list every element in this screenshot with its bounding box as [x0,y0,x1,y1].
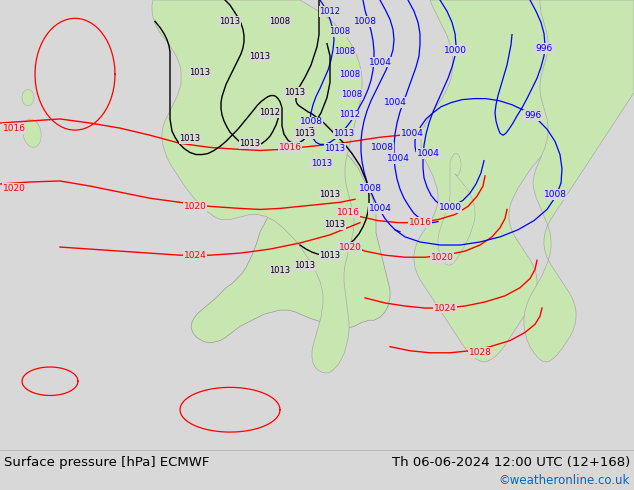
Text: 1013: 1013 [333,129,354,138]
Text: 1008: 1008 [339,70,361,79]
Text: 1008: 1008 [269,17,290,26]
Text: 1020: 1020 [184,202,207,211]
Text: 1008: 1008 [330,27,351,36]
Text: Surface pressure [hPa] ECMWF: Surface pressure [hPa] ECMWF [4,456,209,469]
Text: 1013: 1013 [311,159,333,168]
Text: 1013: 1013 [219,17,240,26]
Text: 1013: 1013 [325,144,346,153]
Text: 1013: 1013 [320,190,340,198]
Text: 1013: 1013 [240,139,261,148]
Text: 1013: 1013 [294,261,316,270]
Text: 1013: 1013 [285,88,306,97]
Text: 1024: 1024 [434,303,456,313]
Text: 996: 996 [535,44,553,53]
Text: 1016: 1016 [337,208,359,217]
Text: 1012: 1012 [339,110,361,120]
Text: 1004: 1004 [387,154,410,163]
Text: 1008: 1008 [342,90,363,99]
Text: 1004: 1004 [368,57,391,67]
Ellipse shape [22,90,34,106]
Polygon shape [524,0,634,362]
Polygon shape [155,0,390,343]
Text: 1013: 1013 [320,251,340,260]
Text: 1004: 1004 [384,98,406,107]
Text: 1016: 1016 [3,123,25,133]
Text: 1013: 1013 [325,220,346,229]
Text: 996: 996 [524,111,541,121]
Text: 1008: 1008 [299,118,323,126]
Text: Th 06-06-2024 12:00 UTC (12+168): Th 06-06-2024 12:00 UTC (12+168) [392,456,630,469]
Polygon shape [438,153,475,266]
Text: 1013: 1013 [179,134,200,143]
Text: 1016: 1016 [278,143,302,152]
Text: 1008: 1008 [354,17,377,26]
Text: 1000: 1000 [444,47,467,55]
Text: ©weatheronline.co.uk: ©weatheronline.co.uk [498,473,630,487]
Text: 1024: 1024 [184,251,207,260]
Text: 1013: 1013 [269,266,290,275]
Text: 1012: 1012 [320,7,340,16]
Text: 1004: 1004 [417,149,439,158]
Text: 1012: 1012 [259,108,280,117]
Text: 1008: 1008 [335,48,356,56]
Text: 1008: 1008 [543,190,567,198]
Text: 1013: 1013 [190,68,210,76]
Text: 1000: 1000 [439,203,462,212]
Text: 1020: 1020 [339,243,361,251]
Text: 1028: 1028 [469,348,491,357]
Text: 1013: 1013 [249,52,271,61]
Text: 1016: 1016 [408,218,432,227]
Ellipse shape [23,119,41,147]
Polygon shape [152,0,362,373]
Polygon shape [414,0,634,362]
Text: 1004: 1004 [368,204,391,213]
Text: 1008: 1008 [358,184,382,193]
Text: 1008: 1008 [370,143,394,152]
Text: 1013: 1013 [309,159,330,168]
Text: 1020: 1020 [3,184,25,193]
Text: 1004: 1004 [401,129,424,138]
Text: 1020: 1020 [430,253,453,262]
Text: 1013: 1013 [294,129,316,138]
